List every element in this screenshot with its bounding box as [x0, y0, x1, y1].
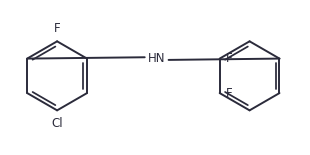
Text: F: F — [226, 52, 233, 65]
Text: F: F — [226, 87, 233, 100]
Text: HN: HN — [148, 52, 166, 65]
Text: F: F — [54, 22, 60, 35]
Text: Cl: Cl — [51, 117, 63, 130]
